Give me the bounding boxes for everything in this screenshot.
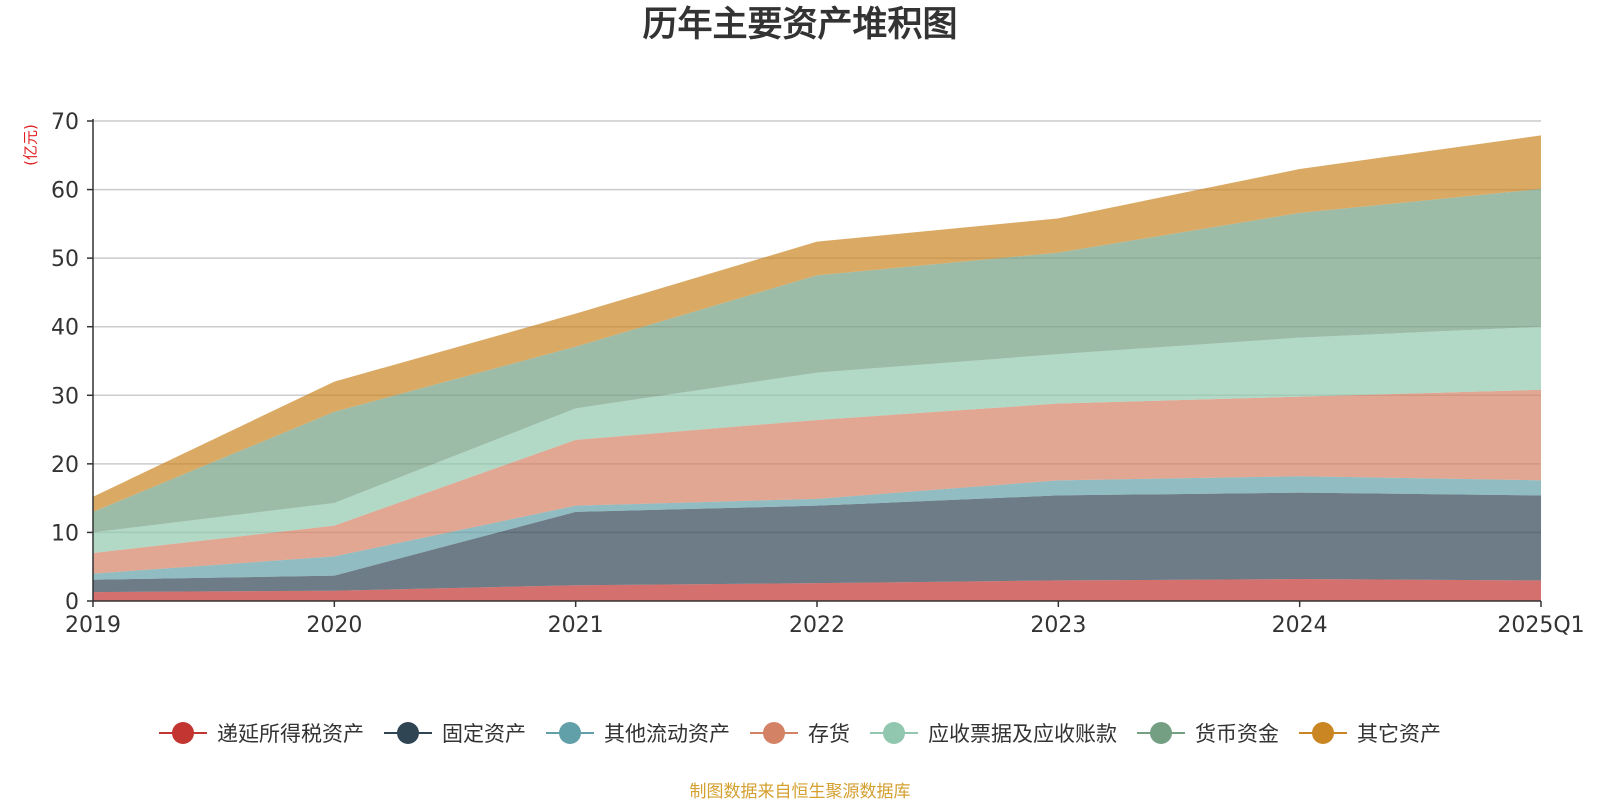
area-series-2	[93, 476, 1541, 580]
y-tick-label: 70	[51, 110, 79, 135]
y-tick-label: 0	[65, 590, 79, 615]
legend-marker-icon	[546, 721, 594, 745]
legend-marker-icon	[384, 721, 432, 745]
legend-item[interactable]: 递延所得税资产	[159, 718, 364, 748]
legend-item[interactable]: 其它资产	[1299, 718, 1441, 748]
y-tick-label: 30	[51, 384, 79, 409]
x-tick-label: 2022	[789, 613, 845, 638]
axes: 0 10 20 30 40 50 60 70 2019 2020 2021 2022 2023 2024 2…	[51, 110, 1585, 638]
legend-marker-icon	[870, 721, 918, 745]
area-series-0	[93, 579, 1541, 601]
area-series-4	[93, 326, 1541, 553]
area-series-6	[93, 135, 1541, 512]
x-tick-label: 2020	[306, 613, 362, 638]
legend-label: 其他流动资产	[604, 722, 730, 746]
y-tick-label: 40	[51, 316, 79, 341]
legend-item[interactable]: 应收票据及应收账款	[870, 718, 1117, 748]
x-tick-label: 2021	[548, 613, 604, 638]
legend-label: 固定资产	[442, 722, 526, 746]
stacked-area-chart: 0 10 20 30 40 50 60 70 2019 2020 2021 2022 2023 2024 2…	[51, 110, 1585, 638]
area-series-3	[93, 389, 1541, 574]
legend-label: 应收票据及应收账款	[928, 722, 1117, 746]
legend-item[interactable]: 货币资金	[1137, 718, 1279, 748]
y-tick-label: 10	[51, 521, 79, 546]
legend-marker-icon	[159, 721, 207, 745]
legend-marker-icon	[1299, 721, 1347, 745]
area-series-1	[93, 492, 1541, 593]
legend-marker-icon	[1137, 721, 1185, 745]
y-tick-label: 50	[51, 247, 79, 272]
legend-label: 货币资金	[1195, 722, 1279, 746]
legend: 递延所得税资产 固定资产 其他流动资产 存货 应收票据及应收账款 货币资金 其它资产	[0, 718, 1600, 748]
source-note: 制图数据来自恒生聚源数据库	[689, 782, 911, 802]
legend-item[interactable]: 存货	[750, 718, 850, 748]
legend-label: 存货	[808, 722, 850, 746]
x-tick-label: 2023	[1030, 613, 1086, 638]
area-layers	[93, 135, 1541, 601]
x-tick-label: 2019	[65, 613, 121, 638]
x-tick-label: 2024	[1272, 613, 1328, 638]
x-tick-label: 2025Q1	[1497, 613, 1584, 638]
y-tick-label: 60	[51, 179, 79, 204]
legend-item[interactable]: 固定资产	[384, 718, 526, 748]
legend-label: 递延所得税资产	[217, 722, 364, 746]
legend-label: 其它资产	[1357, 722, 1441, 746]
legend-item[interactable]: 其他流动资产	[546, 718, 730, 748]
y-tick-label: 20	[51, 453, 79, 478]
legend-marker-icon	[750, 721, 798, 745]
chart-title: 历年主要资产堆积图	[642, 5, 958, 45]
area-series-5	[93, 188, 1541, 533]
